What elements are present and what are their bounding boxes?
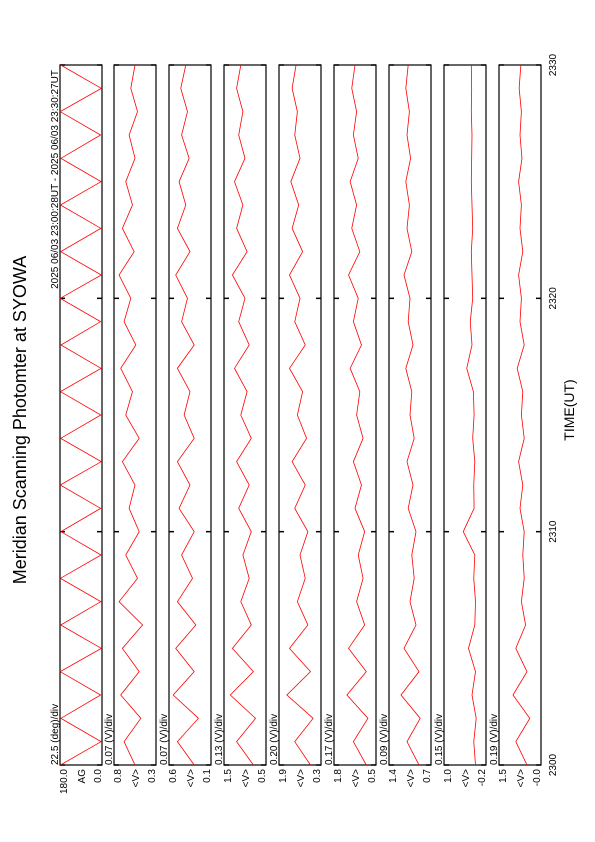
x-tick-label: 2300 bbox=[548, 753, 559, 776]
y-tick-label: 1.4 bbox=[388, 769, 399, 783]
y-tick-label: -0.0 bbox=[532, 769, 543, 787]
y-tick-label: 0.3 bbox=[312, 769, 323, 783]
y-axis-label: <V> bbox=[516, 769, 527, 788]
y-axis-label: AG bbox=[77, 769, 88, 784]
panel-scale: 0.09 (V)/div bbox=[379, 714, 390, 765]
panel-scale: 0.07 (V)/div bbox=[159, 714, 170, 765]
y-tick-label: -0.2 bbox=[477, 769, 488, 787]
chart-title: Meridian Scanning Photomter at SYOWA bbox=[10, 256, 30, 584]
trace bbox=[400, 64, 421, 766]
panel-frame bbox=[59, 64, 103, 766]
trace bbox=[229, 64, 257, 766]
y-axis-label: <V> bbox=[461, 769, 472, 788]
trace bbox=[172, 64, 199, 766]
y-tick-label: 0.7 bbox=[422, 769, 433, 783]
y-tick-label: 0.8 bbox=[113, 769, 124, 783]
trace bbox=[462, 64, 477, 766]
panel-frame bbox=[223, 64, 267, 766]
trace bbox=[59, 64, 103, 766]
panel-frame bbox=[168, 64, 212, 766]
y-axis-label: <V> bbox=[351, 769, 362, 788]
y-tick-label: 0.1 bbox=[202, 769, 213, 783]
panel-frame bbox=[278, 64, 322, 766]
x-tick-label: 2320 bbox=[548, 287, 559, 310]
y-tick-label: 0.5 bbox=[257, 769, 268, 783]
y-axis-label: <V> bbox=[296, 769, 307, 788]
y-tick-label: 0.0 bbox=[93, 769, 104, 783]
y-tick-label: 180.0 bbox=[59, 769, 70, 794]
panel-frame bbox=[443, 64, 487, 766]
y-tick-label: 1.5 bbox=[223, 769, 234, 783]
x-tick-label: 2310 bbox=[548, 520, 559, 543]
trace bbox=[286, 64, 314, 766]
y-tick-label: 0.6 bbox=[168, 769, 179, 783]
panel-frame bbox=[498, 64, 542, 766]
plot: Meridian Scanning Photomter at SYOWA 202… bbox=[10, 53, 577, 794]
panel-scale: 0.20 (V)/div bbox=[269, 714, 280, 765]
y-tick-label: 0.3 bbox=[147, 769, 158, 783]
panel-scale: 0.17 (V)/div bbox=[324, 714, 335, 765]
trace bbox=[512, 64, 531, 766]
y-axis-label: <V> bbox=[186, 769, 197, 788]
x-tick-label: 2330 bbox=[548, 53, 559, 76]
panel-scale: 22.5 (deg)/div bbox=[50, 704, 61, 765]
panel-scale: 0.15 (V)/div bbox=[434, 714, 445, 765]
y-tick-label: 1.9 bbox=[278, 769, 289, 783]
panel-scale: 0.19 (V)/div bbox=[489, 714, 500, 765]
y-axis-label: <V> bbox=[241, 769, 252, 788]
trace bbox=[118, 64, 144, 766]
panel-frame bbox=[333, 64, 377, 766]
trace bbox=[346, 64, 369, 766]
panel-frame bbox=[388, 64, 432, 766]
subtitle: 2025 06/03 23:00:28UT - 2025 06/03 23:30… bbox=[50, 70, 61, 289]
panel-frame bbox=[113, 64, 157, 766]
x-axis-label: TIME(UT) bbox=[561, 379, 577, 440]
y-tick-label: 1.5 bbox=[498, 769, 509, 783]
panel-scale: 0.13 (V)/div bbox=[214, 714, 225, 765]
panel-scale: 0.07 (V)/div bbox=[104, 714, 115, 765]
y-axis-label: <V> bbox=[131, 769, 142, 788]
y-axis-label: <V> bbox=[406, 769, 417, 788]
y-tick-label: 1.8 bbox=[333, 769, 344, 783]
y-tick-label: 1.0 bbox=[443, 769, 454, 783]
y-tick-label: 0.5 bbox=[367, 769, 378, 783]
